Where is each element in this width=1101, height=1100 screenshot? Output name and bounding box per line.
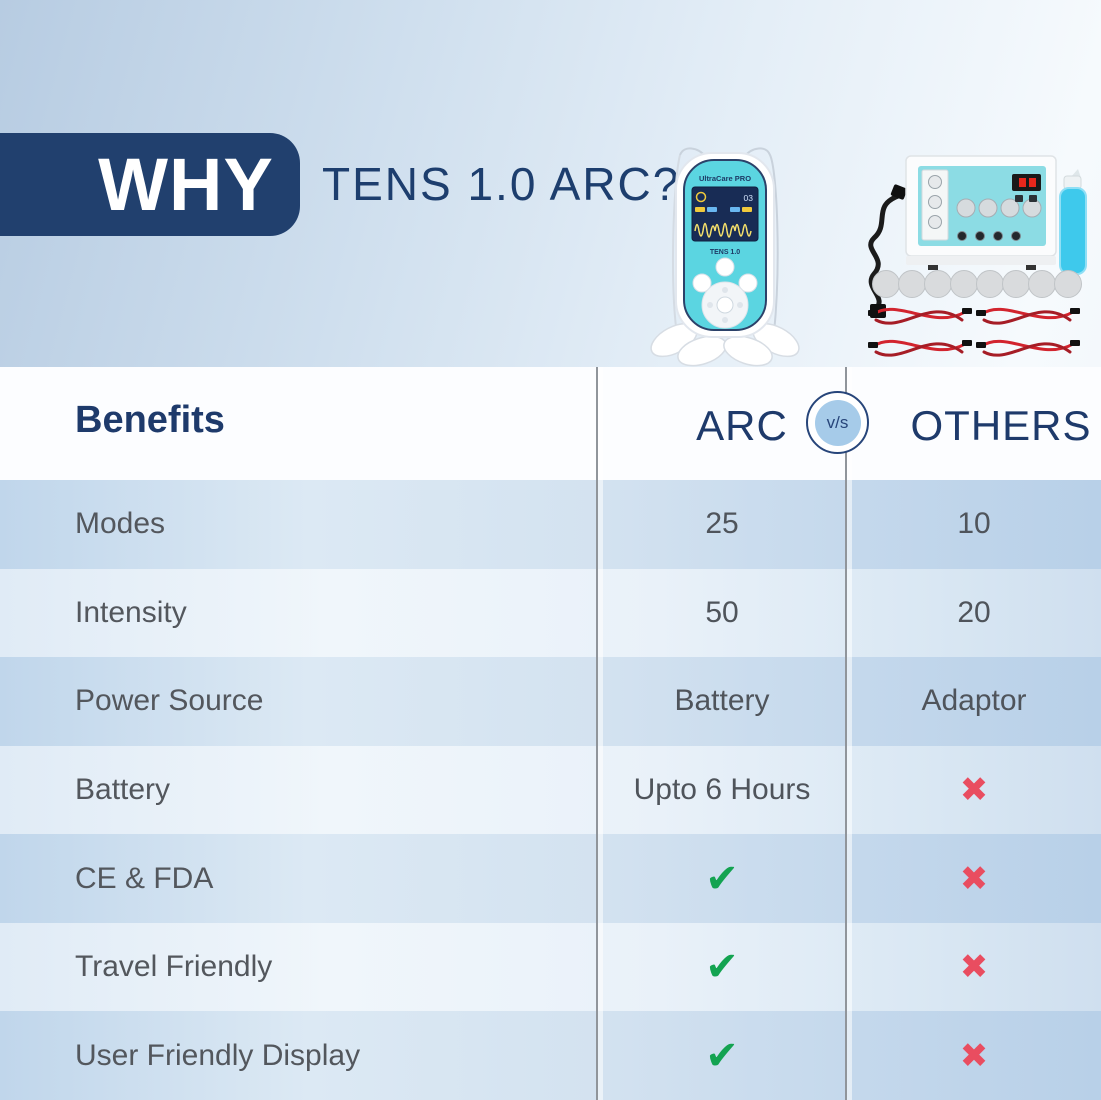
column-divider-benefits-arc <box>596 367 603 1100</box>
arc-device-image: UltraCare PRO 03 TENS 1.0 <box>650 147 800 367</box>
benefit-label: Power Source <box>75 684 264 718</box>
others-device-image <box>868 155 1087 357</box>
cell-others: ✖ <box>847 1039 1101 1073</box>
cell-others: Adaptor <box>847 684 1101 718</box>
benefit-label: Battery <box>75 772 171 806</box>
others-column-header: OTHERS <box>910 402 1092 449</box>
screen-mode-bars <box>695 207 752 212</box>
hero-section: WHY TENS 1.0 ARC? UltraCare PRO 03 TENS … <box>0 0 1101 367</box>
table-row: Intensity 50 20 <box>0 568 1101 658</box>
arc-value: 50 <box>705 595 739 629</box>
cell-benefit: Battery <box>0 773 597 807</box>
cell-arc: 25 <box>597 507 847 541</box>
table-row: User Friendly Display ✔ ✖ <box>0 1011 1101 1100</box>
benefit-label: User Friendly Display <box>75 1038 361 1072</box>
cross-icon: ✖ <box>959 770 989 809</box>
table-row: Modes 25 10 <box>0 480 1101 569</box>
lead-wires-icon <box>868 307 1080 357</box>
comparison-table-header: Benefits ARC v/s OTHERS <box>0 367 1101 480</box>
cell-benefit: Travel Friendly <box>0 950 597 984</box>
cell-arc: ✔ <box>597 947 847 987</box>
machine-body <box>905 155 1057 270</box>
digital-display <box>1012 174 1041 191</box>
device-buttons <box>692 257 758 329</box>
cell-others: ✖ <box>847 862 1101 896</box>
electrode-pads-row-icon <box>872 270 1082 298</box>
cross-icon: ✖ <box>959 948 989 987</box>
benefit-label: CE & FDA <box>75 861 214 895</box>
cell-others: ✖ <box>847 950 1101 984</box>
screen-timer-value: 03 <box>744 193 754 203</box>
arc-column-header: ARC <box>696 402 788 449</box>
gel-bottle-icon <box>1059 169 1087 275</box>
cell-benefit: CE & FDA <box>0 862 597 896</box>
table-row: Battery Upto 6 Hours ✖ <box>0 745 1101 835</box>
device-model-label: TENS 1.0 <box>710 249 740 256</box>
table-row: Travel Friendly ✔ ✖ <box>0 922 1101 1012</box>
power-cord-icon <box>868 184 908 318</box>
cell-benefit: User Friendly Display <box>0 1039 597 1073</box>
why-badge: WHY <box>0 133 300 236</box>
check-icon: ✔ <box>705 1033 739 1078</box>
others-value: Adaptor <box>921 684 1027 718</box>
benefits-column-header: Benefits <box>75 399 225 441</box>
comparison-rows: Modes 25 10 Intensity 50 20 Power Source Batter… <box>0 480 1101 1100</box>
device-brand-label: UltraCare PRO <box>699 174 751 183</box>
device-screen <box>691 186 759 242</box>
cross-icon: ✖ <box>959 1036 989 1075</box>
screen-dial-icon <box>695 191 707 203</box>
others-value: 20 <box>957 595 991 629</box>
benefit-label: Travel Friendly <box>75 950 273 984</box>
cell-arc: 50 <box>597 596 847 630</box>
check-icon: ✔ <box>705 856 739 901</box>
cell-arc: Battery <box>597 684 847 718</box>
cell-benefit: Power Source <box>0 684 597 718</box>
screen-waveform-icon <box>694 222 752 238</box>
table-row: CE & FDA ✔ ✖ <box>0 834 1101 923</box>
arc-value: Battery <box>674 684 770 718</box>
check-icon: ✔ <box>705 945 739 990</box>
cell-others: 10 <box>847 507 1101 541</box>
cell-benefit: Intensity <box>0 596 597 630</box>
vs-badge: v/s <box>806 391 869 454</box>
cell-others: 20 <box>847 596 1101 630</box>
vs-badge-label: v/s <box>814 399 861 446</box>
cell-arc: ✔ <box>597 859 847 899</box>
benefit-label: Intensity <box>75 595 187 629</box>
cell-arc: Upto 6 Hours <box>597 773 847 807</box>
benefit-label: Modes <box>75 507 166 541</box>
cell-others: ✖ <box>847 773 1101 807</box>
arc-value: Upto 6 Hours <box>633 772 811 806</box>
electrode-pads-icon <box>650 322 800 367</box>
cell-benefit: Modes <box>0 507 597 541</box>
column-divider-arc-others <box>845 367 852 1100</box>
cell-arc: ✔ <box>597 1036 847 1076</box>
why-badge-label: WHY <box>98 143 274 226</box>
cross-icon: ✖ <box>959 859 989 898</box>
arc-value: 25 <box>705 507 739 541</box>
page-title: TENS 1.0 ARC? <box>322 158 681 210</box>
table-row: Power Source Battery Adaptor <box>0 657 1101 746</box>
others-value: 10 <box>957 507 991 541</box>
